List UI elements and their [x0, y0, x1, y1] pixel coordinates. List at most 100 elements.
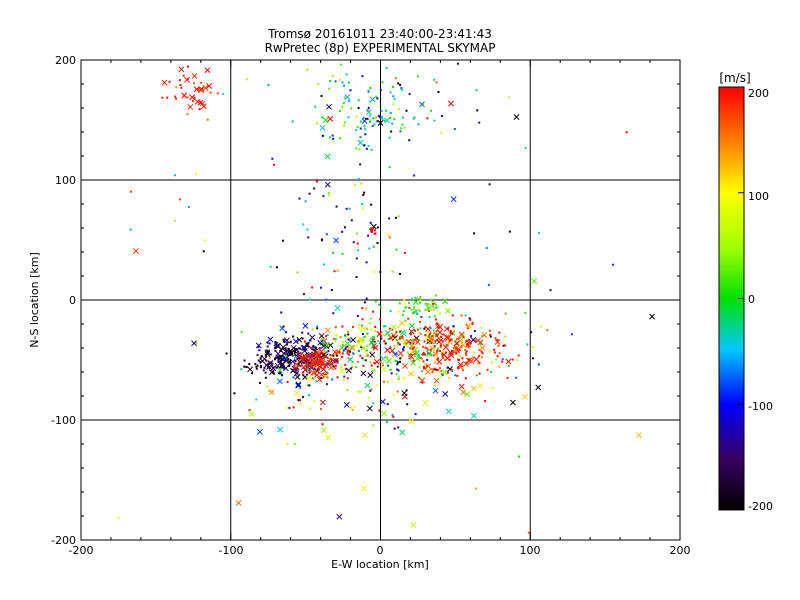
data-point: [365, 297, 368, 300]
data-point: [348, 350, 351, 353]
data-point: [380, 115, 383, 118]
data-point: [369, 322, 372, 325]
data-point: [498, 365, 501, 368]
data-point-cross: [360, 485, 367, 492]
data-point: [443, 350, 446, 353]
data-point: [359, 127, 362, 130]
data-point: [429, 348, 432, 351]
data-point: [363, 301, 366, 304]
data-point: [311, 286, 314, 289]
data-point: [275, 356, 278, 359]
data-point-cross: [458, 331, 465, 338]
data-point: [359, 163, 362, 166]
data-point: [379, 361, 382, 364]
data-point: [301, 331, 304, 334]
data-point: [348, 99, 351, 102]
data-point-cross: [448, 100, 455, 107]
data-point: [391, 85, 394, 88]
data-point: [537, 231, 540, 234]
data-point-cross: [509, 399, 516, 406]
data-point: [424, 346, 427, 349]
data-point: [315, 180, 318, 183]
data-point: [373, 270, 376, 273]
data-point: [340, 355, 343, 358]
data-point: [240, 368, 243, 371]
data-point: [356, 242, 359, 245]
data-point-cross: [444, 307, 451, 314]
data-point: [222, 93, 225, 96]
data-point: [491, 387, 494, 390]
data-point-cross: [319, 124, 326, 131]
data-point: [349, 347, 352, 350]
data-point: [487, 283, 490, 286]
data-point: [506, 377, 509, 380]
data-point: [428, 310, 431, 313]
data-point: [488, 329, 491, 332]
data-point-cross: [295, 381, 302, 388]
data-point: [388, 327, 391, 330]
data-point-cross: [402, 362, 408, 369]
data-point: [329, 362, 332, 365]
data-point: [433, 384, 436, 387]
data-point: [333, 364, 336, 367]
data-point: [401, 314, 404, 317]
data-point: [439, 349, 442, 352]
data-point: [396, 361, 399, 364]
data-point: [325, 335, 328, 338]
data-point: [399, 330, 402, 333]
data-point-cross: [255, 342, 262, 349]
data-point: [411, 347, 414, 350]
data-point-cross: [465, 322, 472, 329]
data-point: [330, 288, 333, 291]
data-point: [272, 372, 275, 375]
data-point: [259, 366, 262, 369]
data-point: [346, 352, 349, 355]
data-point: [389, 112, 392, 115]
data-point: [265, 359, 268, 362]
data-point: [452, 347, 455, 350]
data-point: [524, 311, 527, 314]
data-point-cross: [425, 363, 432, 370]
data-point: [286, 357, 289, 360]
data-point: [275, 345, 278, 348]
data-point: [531, 357, 534, 360]
data-point: [286, 354, 289, 357]
data-point: [382, 325, 385, 328]
data-point: [344, 121, 347, 124]
data-point: [421, 381, 424, 384]
data-point: [474, 487, 477, 490]
data-point-cross: [318, 332, 325, 339]
data-point: [501, 358, 504, 361]
data-point: [475, 374, 478, 377]
data-point: [363, 359, 366, 362]
data-point-cross: [306, 374, 313, 381]
data-point: [419, 321, 422, 324]
data-point: [393, 118, 396, 121]
data-point: [293, 351, 296, 354]
data-point-cross: [324, 327, 331, 334]
data-point: [173, 219, 176, 222]
data-point: [339, 137, 342, 140]
data-point: [202, 250, 205, 253]
data-point: [349, 339, 352, 342]
data-point: [304, 349, 307, 352]
data-point: [625, 131, 628, 134]
data-point: [316, 122, 319, 125]
data-point-cross: [475, 337, 482, 344]
data-point: [433, 345, 436, 348]
data-point: [314, 105, 317, 108]
data-point: [457, 358, 460, 361]
data-point: [410, 308, 413, 311]
data-point-cross: [334, 305, 341, 312]
data-point-cross: [256, 428, 263, 435]
data-point: [469, 335, 472, 338]
data-point: [361, 75, 364, 78]
data-point: [435, 339, 438, 342]
data-point: [365, 147, 368, 150]
data-point-cross: [445, 334, 452, 341]
data-point: [347, 81, 350, 84]
data-point: [433, 78, 436, 81]
data-point: [524, 146, 527, 149]
data-point: [496, 339, 499, 342]
data-point: [361, 307, 364, 310]
